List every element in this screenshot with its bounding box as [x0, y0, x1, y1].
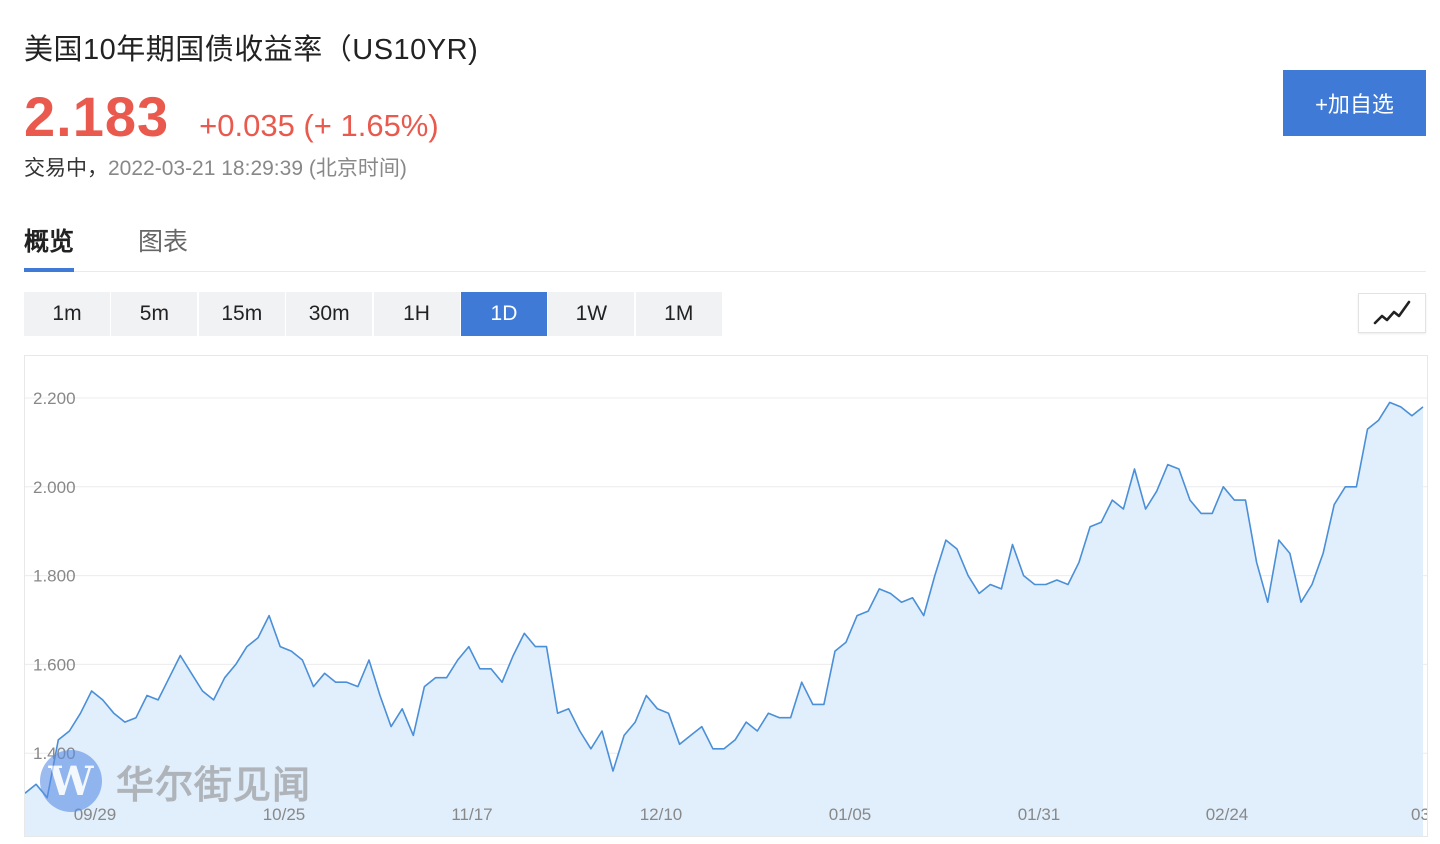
tab-chart[interactable]: 图表: [138, 228, 189, 256]
timestamp: 2022-03-21 18:29:39 (北京时间): [108, 157, 407, 180]
x-tick-label: 09/29: [74, 805, 117, 824]
x-tick-label: 11/17: [451, 805, 492, 824]
period-15m-button[interactable]: 15m: [198, 292, 285, 336]
watermark: W 华尔街见闻: [40, 750, 311, 812]
period-selector: 1m 5m 15m 30m 1H 1D 1W 1M: [24, 292, 723, 336]
x-tick-label: 10/25: [263, 805, 306, 824]
chart-type-button[interactable]: [1358, 293, 1426, 333]
y-tick-label: 2.200: [33, 389, 76, 408]
x-tick-label: 02/24: [1206, 805, 1249, 824]
period-5m-button[interactable]: 5m: [111, 292, 198, 336]
add-to-watchlist-button[interactable]: +加自选: [1283, 70, 1426, 136]
series-line: [25, 401, 1424, 799]
current-price: 2.183: [24, 85, 170, 148]
period-1h-button[interactable]: 1H: [373, 292, 460, 336]
watermark-logo-icon: W: [40, 750, 102, 812]
x-tick-label: 12/10: [640, 805, 683, 824]
line-chart-icon: [1373, 300, 1411, 325]
tab-bar: 概览 图表: [24, 222, 1426, 272]
x-tick-label: 01/05: [829, 805, 872, 824]
y-tick-label: 2.000: [33, 478, 76, 497]
period-1mo-button[interactable]: 1M: [635, 292, 722, 336]
page-title: 美国10年期国债收益率（US10YR): [24, 34, 479, 66]
watermark-text: 华尔街见闻: [116, 761, 312, 807]
price-row: 2.183 +0.035 (+ 1.65%): [24, 84, 439, 149]
series-area: [25, 402, 1423, 836]
period-1d-button[interactable]: 1D: [460, 292, 547, 336]
price-change: +0.035 (+ 1.65%): [199, 108, 439, 143]
period-1w-button[interactable]: 1W: [548, 292, 635, 336]
status-row: 交易中， 2022-03-21 18:29:39 (北京时间): [24, 152, 407, 182]
x-tick-label: 03/2: [1411, 805, 1428, 824]
period-30m-button[interactable]: 30m: [286, 292, 373, 336]
x-tick-label: 01/31: [1018, 805, 1061, 824]
trading-status: 交易中，: [24, 157, 108, 180]
y-tick-label: 1.800: [33, 567, 76, 586]
period-1m-button[interactable]: 1m: [24, 292, 110, 336]
y-tick-label: 1.600: [33, 655, 76, 674]
tab-overview[interactable]: 概览: [24, 222, 75, 272]
price-chart[interactable]: 1.4001.6001.8002.0002.20009/2910/2511/17…: [24, 355, 1428, 837]
